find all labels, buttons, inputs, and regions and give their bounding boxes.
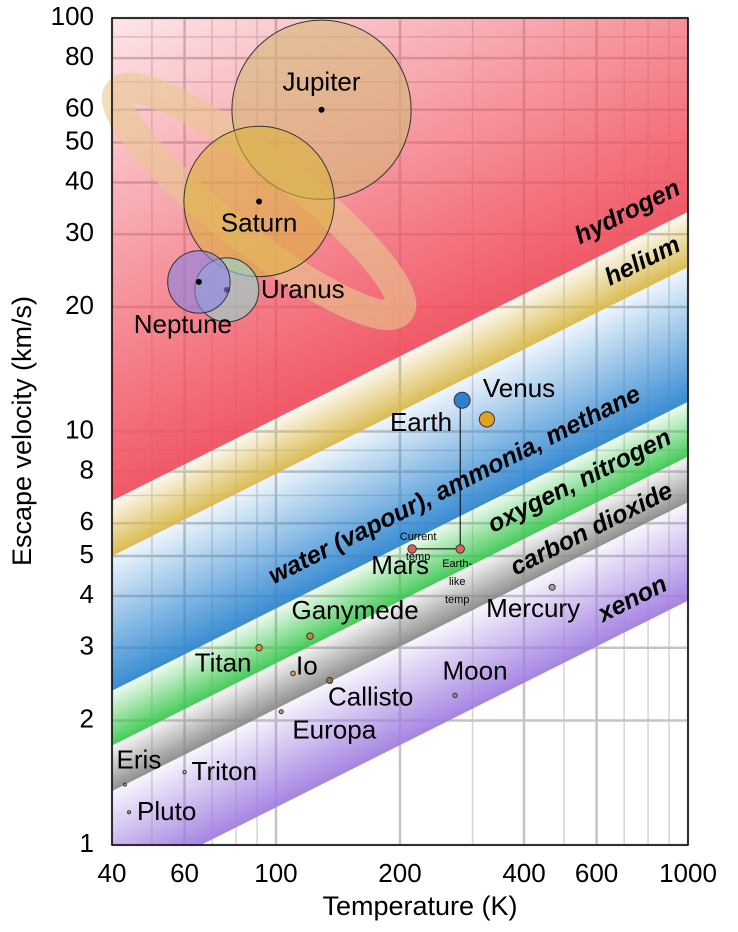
body-center — [256, 198, 263, 205]
body-center — [195, 278, 202, 285]
note: Current — [400, 531, 437, 543]
gas-band — [112, 266, 688, 691]
body-label: Moon — [442, 655, 507, 685]
axes: 40 60 100 200 400 600 100012345681020304050608… — [51, 1, 717, 888]
x-axis-title: Temperature (K) — [322, 891, 517, 921]
body-bubble — [182, 770, 187, 775]
y-tick-label: 8 — [80, 454, 94, 484]
y-tick-label: 20 — [65, 290, 94, 320]
body-label: Pluto — [137, 796, 196, 826]
y-tick-label: 1 — [80, 828, 94, 858]
body-label: Venus — [483, 373, 555, 403]
body-bubble — [278, 709, 284, 715]
marks: Jupiter Saturn Uranus Neptune Earth Venus Mars… — [101, 19, 580, 826]
body-bubble — [306, 632, 314, 640]
y-tick-label: 100 — [51, 1, 94, 31]
x-tick-label: 100 — [254, 858, 297, 888]
body-bubble — [290, 670, 296, 677]
body-label: Earth — [390, 407, 452, 437]
body-bubble — [407, 544, 417, 554]
y-tick-label: 60 — [65, 93, 94, 123]
x-tick-label: 1000 — [659, 858, 717, 888]
note: Earth- — [442, 558, 472, 570]
x-tick-label: 400 — [502, 858, 545, 888]
body-label: Uranus — [261, 274, 345, 304]
body-label: Jupiter — [283, 67, 361, 97]
body-label: Ganymede — [291, 595, 418, 625]
y-tick-label: 3 — [80, 631, 94, 661]
body-bubble — [453, 391, 471, 409]
y-tick-label: 30 — [65, 217, 94, 247]
y-tick-label: 80 — [65, 41, 94, 71]
body-label: Callisto — [328, 681, 413, 711]
note: temp — [445, 594, 469, 606]
body-label: Mars — [371, 550, 429, 580]
body-bubble — [326, 676, 334, 684]
x-tick-label: 200 — [378, 858, 421, 888]
body-bubble — [478, 411, 495, 428]
body-center — [318, 106, 325, 113]
body-label: Neptune — [134, 309, 232, 339]
note: like — [449, 576, 466, 588]
note: temp — [406, 551, 430, 563]
body-label: Europa — [292, 715, 376, 745]
x-tick-label: 600 — [575, 858, 618, 888]
gas-band — [112, 502, 688, 845]
gas-band — [112, 456, 688, 792]
body-label: Saturn — [221, 207, 298, 237]
y-tick-label: 10 — [65, 414, 94, 444]
x-tick-label: 40 — [98, 858, 127, 888]
body-label: Mercury — [486, 593, 580, 623]
body-bubble — [455, 544, 465, 554]
y-tick-label: 50 — [65, 125, 94, 155]
gas-band — [112, 211, 688, 556]
y-tick-label: 2 — [80, 703, 94, 733]
gas-band — [112, 401, 688, 746]
body-bubble — [255, 644, 263, 652]
y-tick-label: 6 — [80, 506, 94, 536]
body-bubble — [548, 583, 556, 591]
y-tick-label: 40 — [65, 165, 94, 195]
body-label: Io — [296, 650, 318, 680]
x-tick-label: 60 — [170, 858, 199, 888]
y-axis-title: Escape velocity (km/s) — [7, 296, 37, 566]
body-label: Eris — [117, 744, 162, 774]
y-tick-label: 5 — [80, 539, 94, 569]
y-tick-label: 4 — [80, 579, 94, 609]
body-label: Titan — [195, 648, 252, 678]
body-bubble — [127, 810, 132, 815]
body-bubble — [452, 692, 458, 699]
body-label: Triton — [192, 756, 257, 786]
plot-frame — [111, 17, 689, 846]
body-bubble — [123, 782, 127, 787]
